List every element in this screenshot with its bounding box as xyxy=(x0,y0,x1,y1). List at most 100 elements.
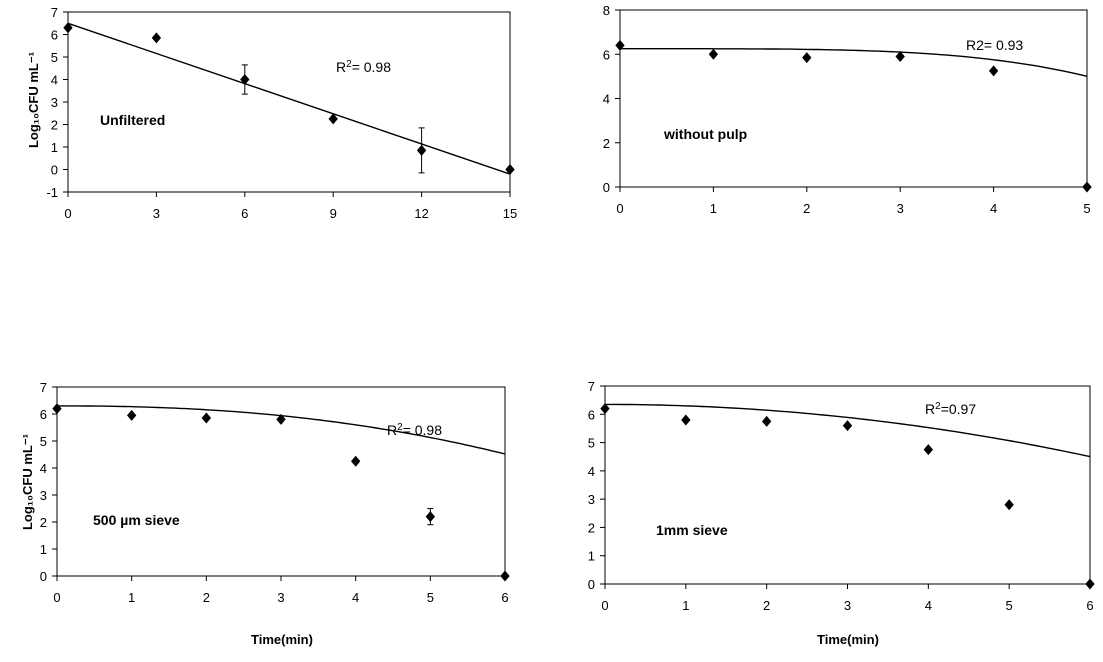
data-point xyxy=(681,414,691,426)
data-point xyxy=(240,74,250,85)
panel-label: Unfiltered xyxy=(100,112,165,128)
x-tick-label: 1 xyxy=(128,590,135,605)
x-axis-title: Time(min) xyxy=(251,632,313,647)
r2-label: R2= 0.93 xyxy=(966,37,1023,53)
data-point xyxy=(615,39,625,51)
y-tick-label: -1 xyxy=(46,185,58,200)
y-tick-label: 7 xyxy=(40,380,47,395)
y-tick-label: 4 xyxy=(51,73,58,88)
x-tick-label: 3 xyxy=(897,201,904,216)
y-tick-label: 4 xyxy=(588,464,595,479)
data-point xyxy=(416,144,427,156)
y-tick-label: 7 xyxy=(588,379,595,394)
x-tick-label: 6 xyxy=(241,206,248,221)
y-tick-label: 2 xyxy=(603,136,610,151)
data-point xyxy=(500,570,510,582)
data-point xyxy=(63,22,73,34)
x-tick-label: 3 xyxy=(844,598,851,613)
x-tick-label: 2 xyxy=(803,201,810,216)
y-axis-title: Log₁₀CFU mL⁻¹ xyxy=(26,52,41,148)
data-point xyxy=(761,415,772,427)
x-tick-label: 4 xyxy=(990,201,997,216)
y-tick-label: 1 xyxy=(588,549,595,564)
panel-label: without pulp xyxy=(663,126,747,142)
y-tick-label: 5 xyxy=(40,434,47,449)
x-tick-label: 5 xyxy=(1083,201,1090,216)
data-point xyxy=(276,413,286,425)
y-tick-label: 0 xyxy=(51,163,58,178)
panel-label: 1mm sieve xyxy=(656,522,728,538)
y-tick-label: 3 xyxy=(40,488,47,503)
panel-label: 500 µm sieve xyxy=(93,512,180,528)
x-tick-label: 0 xyxy=(616,201,623,216)
y-tick-label: 7 xyxy=(51,5,58,20)
x-tick-label: 0 xyxy=(64,206,71,221)
r2-label: R2=0.97 xyxy=(925,401,976,418)
data-point xyxy=(505,164,515,175)
y-axis-title: Log₁₀CFU mL⁻¹ xyxy=(26,52,41,148)
data-point xyxy=(1085,578,1095,590)
data-point xyxy=(350,455,361,467)
data-point xyxy=(895,50,905,62)
r2-label: R2= 0.98 xyxy=(387,422,442,439)
y-axis-title: Log₁₀CFU mL⁻¹ xyxy=(20,434,35,530)
y-tick-label: 5 xyxy=(51,50,58,65)
x-tick-label: 15 xyxy=(503,206,517,221)
x-axis-title: Time(min) xyxy=(817,632,879,647)
x-tick-label: 0 xyxy=(53,590,60,605)
x-tick-label: 3 xyxy=(153,206,160,221)
r2-label: R2= 0.98 xyxy=(336,59,391,76)
plot-area xyxy=(67,11,511,193)
x-tick-label: 3 xyxy=(277,590,284,605)
y-tick-label: 6 xyxy=(603,47,610,62)
data-point xyxy=(842,420,853,432)
y-tick-label: 6 xyxy=(588,407,595,422)
data-point xyxy=(52,403,62,415)
data-point xyxy=(1082,181,1092,193)
y-tick-label: 1 xyxy=(40,542,47,557)
y-tick-label: 6 xyxy=(40,407,47,422)
fit-curve xyxy=(67,22,511,175)
y-tick-label: 0 xyxy=(588,577,595,592)
data-point xyxy=(923,444,934,456)
fit-curve xyxy=(620,48,1088,77)
y-tick-label: 0 xyxy=(603,180,610,195)
y-tick-label: 1 xyxy=(51,140,58,155)
data-point xyxy=(802,52,812,64)
x-tick-label: 6 xyxy=(1086,598,1093,613)
y-tick-label: 0 xyxy=(40,569,47,584)
x-tick-label: 6 xyxy=(501,590,508,605)
y-tick-label: 3 xyxy=(588,492,595,507)
y-tick-label: 2 xyxy=(40,515,47,530)
data-point xyxy=(600,403,610,415)
y-tick-label: 8 xyxy=(603,3,610,18)
y-tick-label: 2 xyxy=(51,118,58,133)
data-point xyxy=(988,65,999,77)
y-tick-label: 3 xyxy=(51,95,58,110)
x-tick-label: 1 xyxy=(710,201,717,216)
data-point xyxy=(126,409,137,421)
panel-without-pulp: 0 1 2 3 4 5 0 2 4 6 8 without pulp R2= 0.93 xyxy=(603,3,1092,216)
y-tick-label: 6 xyxy=(51,28,58,43)
x-tick-label: 1 xyxy=(682,598,689,613)
data-point xyxy=(201,412,212,424)
panel-1mm-sieve: 0 1 2 3 4 5 6 0 1 2 3 4 5 6 7 1mm sieve R2=0.97 Time(m… xyxy=(588,379,1095,647)
fit-curve xyxy=(605,403,1091,458)
x-tick-label: 9 xyxy=(330,206,337,221)
x-tick-label: 12 xyxy=(414,206,428,221)
y-tick-label: 4 xyxy=(603,92,610,107)
x-tick-label: 2 xyxy=(203,590,210,605)
data-point xyxy=(1004,499,1014,511)
y-tick-label: 2 xyxy=(588,520,595,535)
x-tick-label: 4 xyxy=(925,598,932,613)
x-tick-label: 5 xyxy=(1006,598,1013,613)
y-tick-label: 5 xyxy=(588,436,595,451)
panel-500um-sieve: 0 1 2 3 4 5 6 0 1 2 3 4 5 6 7 Log₁₀CFU mL⁻¹ 500 µm siev… xyxy=(20,380,510,647)
x-tick-label: 5 xyxy=(427,590,434,605)
data-point xyxy=(425,511,436,523)
y-tick-label: 4 xyxy=(40,461,47,476)
data-point xyxy=(708,48,719,60)
data-point xyxy=(151,32,162,44)
